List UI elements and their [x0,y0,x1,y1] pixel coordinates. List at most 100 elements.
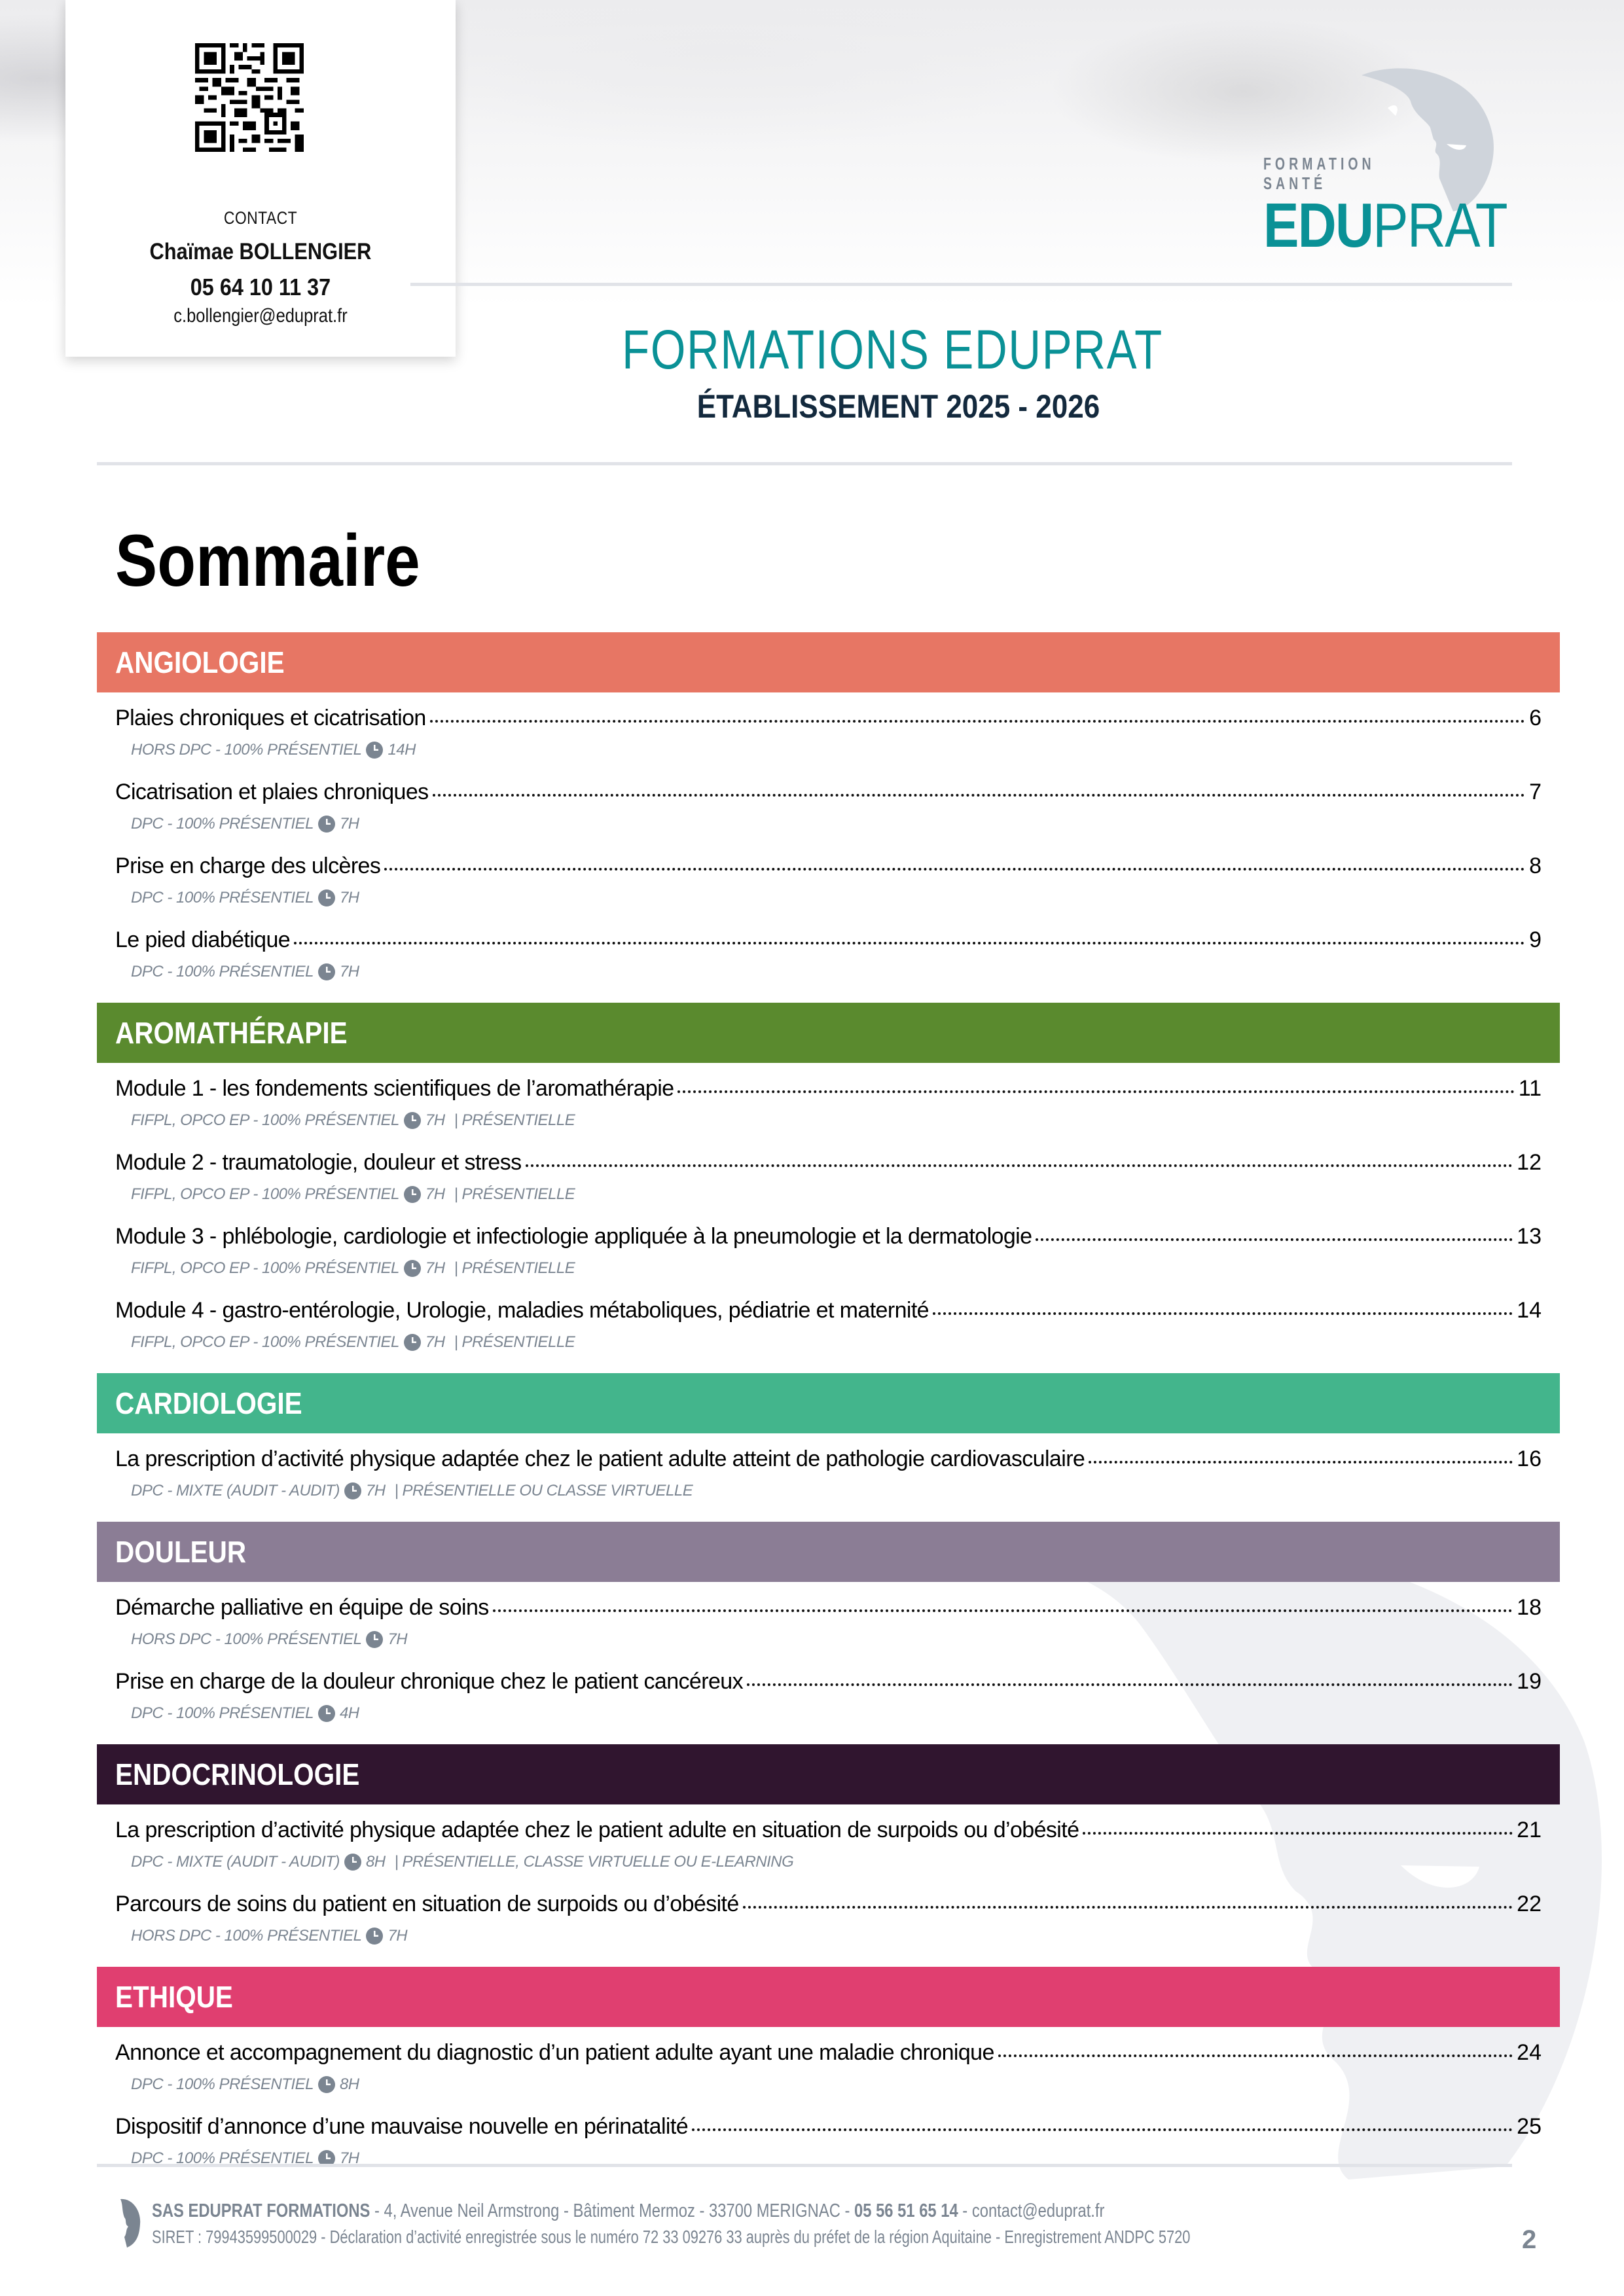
toc-entry[interactable]: Plaies chroniques et cicatrisation 6 HORS … [115,706,1560,780]
clock-icon [403,1185,422,1204]
toc-entry-line[interactable]: La prescription d’activité physique adap… [115,1818,1542,1850]
toc-entry-line[interactable]: Plaies chroniques et cicatrisation 6 [115,706,1542,738]
duration: 7H [388,1630,408,1648]
toc-entry[interactable]: La prescription d’activité physique adap… [115,1446,1560,1520]
toc-entry-line[interactable]: Module 3 - phlébologie, cardiologie et i… [115,1224,1542,1257]
toc-entry-page[interactable]: 14 [1517,1298,1542,1323]
toc-entry-title[interactable]: Annonce et accompagnement du diagnostic … [115,2040,994,2065]
duration: 8H [339,2075,359,2093]
toc-entry-title[interactable]: Prise en charge des ulcères [115,853,381,878]
toc-entry-title[interactable]: Module 4 - gastro-entérologie, Urologie,… [115,1298,929,1323]
toc-entry-page[interactable]: 11 [1518,1076,1542,1101]
toc-entry-line[interactable]: Prise en charge des ulcères 8 [115,853,1542,886]
footer-phone[interactable]: 05 56 51 65 14 [854,2200,958,2221]
toc-entry-line[interactable]: Parcours de soins du patient en situatio… [115,1892,1542,1924]
clock-icon [403,1259,422,1278]
duration: 7H [425,1111,445,1129]
contact-phone[interactable]: 05 64 10 11 37 [190,274,331,300]
dot-leader [933,1312,1513,1315]
toc-entry-page[interactable]: 7 [1529,780,1542,804]
toc-entry-meta: HORS DPC - 100% PRÉSENTIEL 14H [131,738,1560,762]
footer-logo-face-icon [120,2198,141,2248]
toc-entry[interactable]: Prise en charge des ulcères 8 DPC - 100% P… [115,853,1560,927]
toc-entry-title[interactable]: La prescription d’activité physique adap… [115,1446,1085,1471]
toc-entry-page[interactable]: 6 [1529,706,1542,730]
clock-icon [344,1853,362,1871]
qr-code-icon[interactable] [195,43,304,152]
toc-entry[interactable]: Annonce et accompagnement du diagnostic … [115,2040,1560,2114]
toc-entry-page[interactable]: 8 [1529,853,1542,878]
section-title: DOULEUR [115,1535,247,1569]
clock-icon [403,1333,422,1352]
dot-leader [692,2128,1513,2131]
toc-entry-page[interactable]: 21 [1517,1818,1542,1842]
toc-entry-title[interactable]: Prise en charge de la douleur chronique … [115,1669,744,1694]
dot-leader [294,942,1526,944]
toc-entry-line[interactable]: Prise en charge de la douleur chronique … [115,1669,1542,1702]
toc-entry[interactable]: Prise en charge de la douleur chronique … [115,1669,1560,1743]
dot-leader [1083,1832,1513,1835]
toc-entry-line[interactable]: Module 1 - les fondements scientifiques … [115,1076,1542,1109]
toc-entry[interactable]: Module 1 - les fondements scientifiques … [115,1076,1560,1150]
toc-entry-line[interactable]: Dispositif d’annonce d’une mauvaise nouv… [115,2114,1542,2147]
toc-entry-title[interactable]: Le pied diabétique [115,927,291,952]
toc-entry-title[interactable]: Plaies chroniques et cicatrisation [115,706,426,730]
clock-icon [365,1927,384,1945]
toc-entry[interactable]: Dispositif d’annonce d’une mauvaise nouv… [115,2114,1560,2188]
toc-entry[interactable]: Cicatrisation et plaies chroniques 7 DPC -… [115,780,1560,853]
duration: 7H [425,1185,445,1203]
toc-entry-page[interactable]: 22 [1517,1892,1542,1916]
toc-entry-title[interactable]: Parcours de soins du patient en situatio… [115,1892,739,1916]
dot-leader [432,794,1526,797]
section-header-endocrinologie: ENDOCRINOLOGIE [97,1744,1560,1804]
footer-legal: SIRET : 79943599500029 - Déclaration d’a… [152,2227,1191,2247]
clock-icon [365,741,384,759]
clock-icon [403,1111,422,1130]
toc-entry-page[interactable]: 24 [1517,2040,1542,2065]
toc-entry-title[interactable]: Démarche palliative en équipe de soins [115,1595,489,1620]
toc-entry-line[interactable]: Module 4 - gastro-entérologie, Urologie,… [115,1298,1542,1331]
toc-entry-title[interactable]: Cicatrisation et plaies chroniques [115,780,429,804]
toc-entry-title[interactable]: Module 2 - traumatologie, douleur et str… [115,1150,522,1175]
toc-entry-line[interactable]: Annonce et accompagnement du diagnostic … [115,2040,1542,2073]
toc-entry-line[interactable]: Cicatrisation et plaies chroniques 7 [115,780,1542,812]
profile-face-icon [1362,68,1494,211]
toc-entry-line[interactable]: La prescription d’activité physique adap… [115,1446,1542,1479]
section-title: CARDIOLOGIE [115,1386,302,1420]
toc-entry-page[interactable]: 19 [1517,1669,1542,1694]
toc-entry-title[interactable]: Module 1 - les fondements scientifiques … [115,1076,674,1101]
toc-entry-meta: DPC - MIXTE (AUDIT - AUDIT) 7H | PRÉSENTIE… [131,1479,1560,1503]
toc-entry-line[interactable]: Le pied diabétique 9 [115,927,1542,960]
footer-email[interactable]: - contact@eduprat.fr [958,2200,1105,2221]
toc-entry[interactable]: Démarche palliative en équipe de soins 18… [115,1595,1560,1669]
eduprat-logo: FORMATION SANTÉ EDUPRAT [1263,62,1538,259]
dot-leader [1036,1238,1513,1241]
clock-icon [317,815,336,833]
section-entries: Module 1 - les fondements scientifiques … [97,1063,1560,1373]
contact-card: CONTACT Chaïmae BOLLENGIER 05 64 10 11 3… [65,0,456,357]
section-header-angiologie: ANGIOLOGIE [97,632,1560,692]
toc-entry-page[interactable]: 12 [1517,1150,1542,1175]
toc-entry-line[interactable]: Démarche palliative en équipe de soins 18 [115,1595,1542,1628]
clock-icon [317,889,336,907]
toc-entry[interactable]: Le pied diabétique 9 DPC - 100% PRÉSENTIEL… [115,927,1560,1001]
toc-entry[interactable]: Module 4 - gastro-entérologie, Urologie,… [115,1298,1560,1372]
toc-entry-page[interactable]: 25 [1517,2114,1542,2139]
toc-entry-page[interactable]: 13 [1517,1224,1542,1249]
toc-entry-title[interactable]: Dispositif d’annonce d’une mauvaise nouv… [115,2114,689,2139]
toc-entry[interactable]: Module 3 - phlébologie, cardiologie et i… [115,1224,1560,1298]
toc-entry-page[interactable]: 16 [1517,1446,1542,1471]
funding-modality: HORS DPC - 100% PRÉSENTIEL [131,1927,362,1945]
toc-entry-meta: DPC - 100% PRÉSENTIEL 4H [131,1702,1560,1725]
toc-entry[interactable]: Module 2 - traumatologie, douleur et str… [115,1150,1560,1224]
toc-entry-page[interactable]: 9 [1529,927,1542,952]
toc-entry[interactable]: La prescription d’activité physique adap… [115,1818,1560,1892]
clock-icon [317,2149,336,2168]
toc-entry-title[interactable]: Module 3 - phlébologie, cardiologie et i… [115,1224,1032,1249]
toc-entry-line[interactable]: Module 2 - traumatologie, douleur et str… [115,1150,1542,1183]
toc-entry-title[interactable]: La prescription d’activité physique adap… [115,1818,1079,1842]
contact-email[interactable]: c.bollengier@eduprat.fr [173,305,348,327]
toc-entry[interactable]: Parcours de soins du patient en situatio… [115,1892,1560,1965]
dot-leader [492,1609,1513,1612]
toc-entry-page[interactable]: 18 [1517,1595,1542,1620]
